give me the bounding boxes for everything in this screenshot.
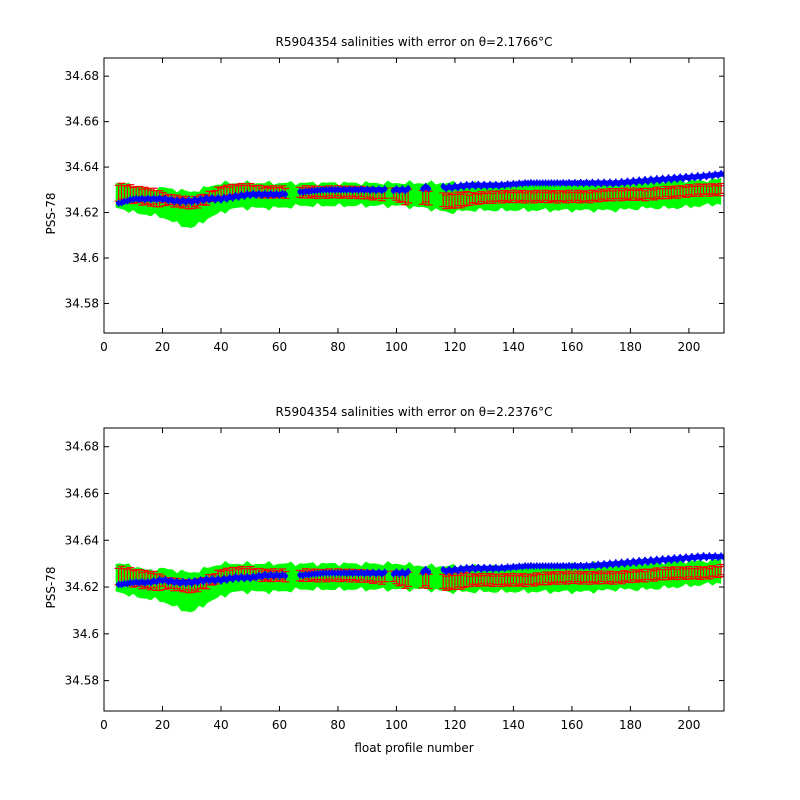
y-tick-label: 34.66 <box>65 486 99 500</box>
data-point-marker <box>282 573 288 579</box>
data-point-marker <box>382 569 388 575</box>
x-tick-label: 100 <box>385 340 408 354</box>
y-tick-label: 34.64 <box>65 533 99 547</box>
axes-box <box>103 57 725 334</box>
data-point-marker <box>405 185 411 192</box>
x-tick-label: 140 <box>502 718 525 732</box>
x-tick-label: 20 <box>155 340 170 354</box>
y-axis-label: PSS-78 <box>44 192 58 234</box>
data-point-marker <box>721 171 724 178</box>
x-tick-label: 80 <box>330 718 345 732</box>
x-tick-label: 180 <box>619 340 642 354</box>
data-point-marker <box>282 191 288 197</box>
data-point-marker <box>382 186 388 192</box>
axes-box <box>103 427 725 712</box>
salinity-points <box>116 552 724 589</box>
y-tick-label: 34.58 <box>65 674 99 688</box>
y-tick-label: 34.62 <box>65 580 99 594</box>
error-bars <box>114 563 724 594</box>
data-point-marker <box>721 554 724 560</box>
x-tick-label: 100 <box>385 718 408 732</box>
x-tick-label: 60 <box>272 340 287 354</box>
chart-panel-1: 0 20 40 60 80 100 120 140 160 180 200 34.58 34.6 34.6… <box>44 35 725 354</box>
x-tick-label: 0 <box>100 340 108 354</box>
x-tick-label: 40 <box>213 718 228 732</box>
data-point-marker <box>405 568 411 575</box>
x-axis-label: float profile number <box>354 741 473 755</box>
x-tick-label: 200 <box>677 718 700 732</box>
chart-title: R5904354 salinities with error on θ=2.23… <box>276 405 553 419</box>
x-tick-label: 60 <box>272 718 287 732</box>
y-tick-label: 34.68 <box>65 440 99 454</box>
y-tick-label: 34.58 <box>65 296 99 310</box>
y-tick-label: 34.64 <box>65 160 99 174</box>
x-tick-label: 120 <box>443 340 466 354</box>
plot-area <box>114 170 724 228</box>
y-axis-label: PSS-78 <box>44 566 58 608</box>
chart-panel-2: 0 20 40 60 80 100 120 140 160 180 200 34.58 34.6 34.6… <box>44 405 725 755</box>
x-tick-label: 180 <box>619 718 642 732</box>
y-tick-label: 34.6 <box>72 251 99 265</box>
x-tick-label: 20 <box>155 718 170 732</box>
x-tick-label: 80 <box>330 340 345 354</box>
x-tick-label: 140 <box>502 340 525 354</box>
y-tick-label: 34.62 <box>65 206 99 220</box>
data-point-marker <box>426 569 432 575</box>
y-tick-label: 34.66 <box>65 115 99 129</box>
x-tick-label: 0 <box>100 718 108 732</box>
plot-area <box>114 552 724 613</box>
chart-title: R5904354 salinities with error on θ=2.17… <box>276 35 553 49</box>
salinity-points <box>116 170 724 207</box>
x-tick-label: 160 <box>560 340 583 354</box>
x-tick-label: 40 <box>213 340 228 354</box>
x-tick-label: 120 <box>443 718 466 732</box>
y-tick-label: 34.68 <box>65 69 99 83</box>
x-tick-label: 160 <box>560 718 583 732</box>
x-tick-label: 200 <box>677 340 700 354</box>
data-point-marker <box>426 186 432 192</box>
y-tick-label: 34.6 <box>72 627 99 641</box>
